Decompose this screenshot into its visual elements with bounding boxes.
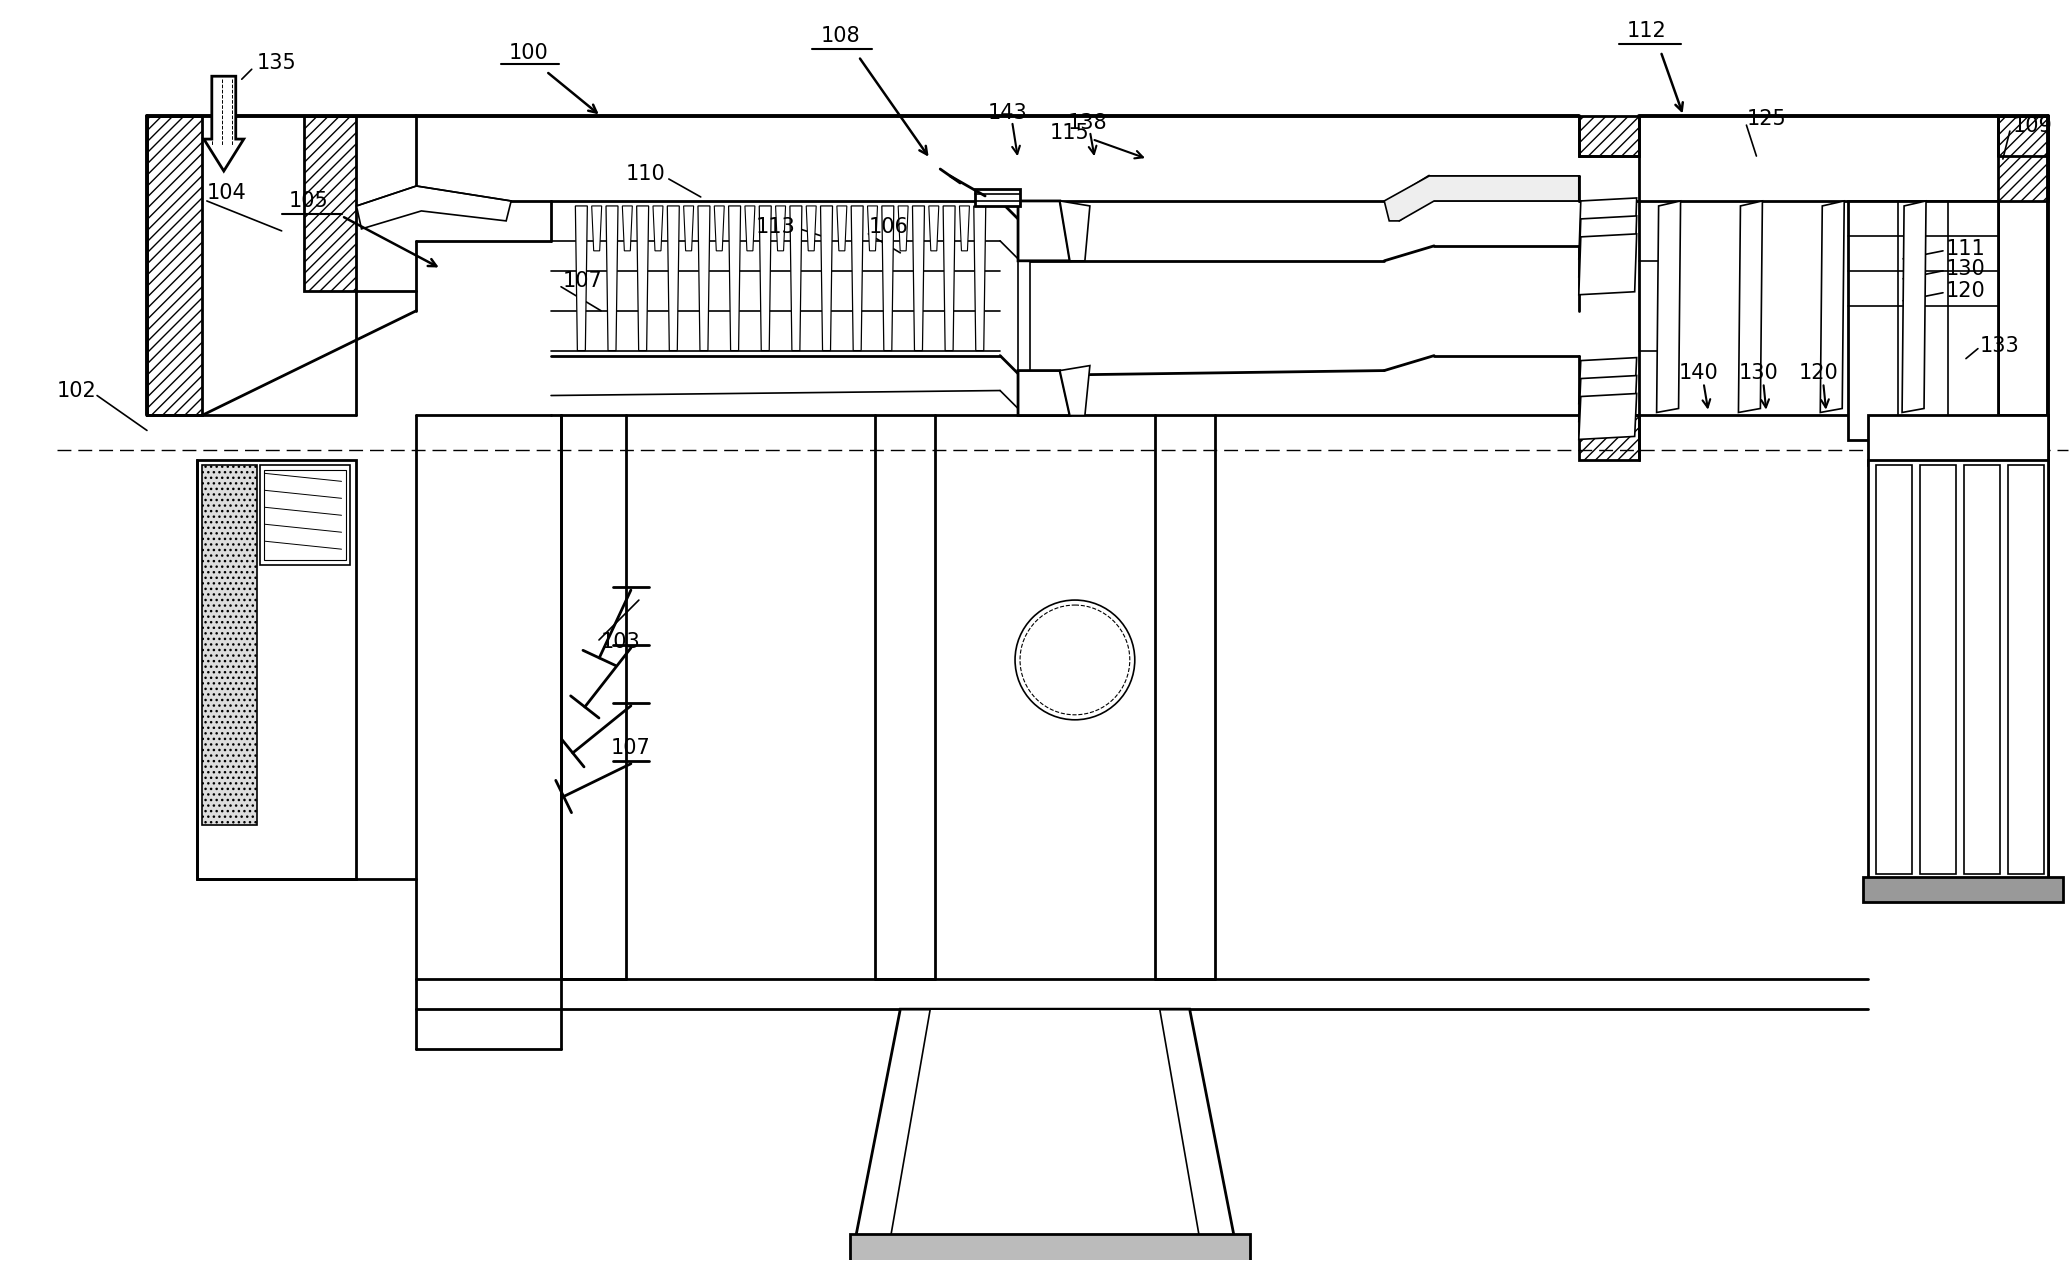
Text: 113: 113 xyxy=(756,217,795,237)
Polygon shape xyxy=(607,206,617,351)
Text: 140: 140 xyxy=(1680,363,1719,382)
Text: 120: 120 xyxy=(1798,363,1839,382)
Text: 102: 102 xyxy=(58,381,97,401)
Polygon shape xyxy=(975,189,1021,206)
Bar xyxy=(1864,878,2063,903)
Polygon shape xyxy=(891,1009,1199,1238)
Text: 130: 130 xyxy=(1738,363,1779,382)
Text: 138: 138 xyxy=(1069,113,1108,134)
Polygon shape xyxy=(775,206,785,251)
Bar xyxy=(201,465,257,825)
Polygon shape xyxy=(855,1009,1234,1238)
Text: 115: 115 xyxy=(1050,124,1089,142)
Polygon shape xyxy=(959,206,969,251)
Text: 125: 125 xyxy=(1746,110,1785,129)
Bar xyxy=(1963,465,2001,874)
Bar xyxy=(1019,219,1029,373)
Polygon shape xyxy=(942,206,955,351)
Polygon shape xyxy=(973,206,986,351)
Text: 108: 108 xyxy=(820,26,859,47)
Polygon shape xyxy=(899,206,909,251)
Polygon shape xyxy=(1657,200,1680,412)
Polygon shape xyxy=(928,206,938,251)
Polygon shape xyxy=(698,206,710,351)
Polygon shape xyxy=(1578,358,1636,404)
Text: 109: 109 xyxy=(2013,116,2052,136)
Polygon shape xyxy=(1383,177,1578,221)
Polygon shape xyxy=(1738,200,1762,412)
Polygon shape xyxy=(1999,116,2048,200)
Bar xyxy=(1876,465,1912,874)
Bar xyxy=(259,465,350,565)
Text: 112: 112 xyxy=(1628,21,1667,42)
Bar xyxy=(851,1233,1249,1261)
Text: 111: 111 xyxy=(1947,238,1986,259)
Text: 120: 120 xyxy=(1947,281,1986,301)
Polygon shape xyxy=(652,206,663,251)
Polygon shape xyxy=(1019,200,1071,261)
Polygon shape xyxy=(1578,116,1638,156)
Bar xyxy=(1868,460,2048,879)
Polygon shape xyxy=(806,206,816,251)
Polygon shape xyxy=(729,206,741,351)
Polygon shape xyxy=(1578,198,1636,259)
Text: 106: 106 xyxy=(868,217,909,237)
Text: 130: 130 xyxy=(1947,259,1986,279)
Bar xyxy=(197,460,356,879)
Polygon shape xyxy=(760,206,770,351)
Polygon shape xyxy=(882,206,895,351)
Polygon shape xyxy=(789,206,801,351)
Text: 110: 110 xyxy=(625,164,665,184)
Polygon shape xyxy=(667,206,679,351)
Text: 103: 103 xyxy=(601,632,640,652)
Polygon shape xyxy=(623,206,632,251)
Polygon shape xyxy=(356,185,512,230)
Polygon shape xyxy=(714,206,725,251)
Text: 100: 100 xyxy=(507,43,549,63)
Polygon shape xyxy=(1578,216,1636,276)
Polygon shape xyxy=(913,206,924,351)
Polygon shape xyxy=(1578,393,1636,439)
Bar xyxy=(2009,465,2044,874)
Text: 143: 143 xyxy=(988,103,1027,124)
FancyArrow shape xyxy=(203,76,244,171)
Text: 105: 105 xyxy=(288,190,329,211)
Text: 107: 107 xyxy=(611,738,650,758)
Text: 133: 133 xyxy=(1980,335,2019,356)
Polygon shape xyxy=(1901,200,1926,412)
Polygon shape xyxy=(837,206,847,251)
Text: 135: 135 xyxy=(257,53,296,73)
Polygon shape xyxy=(820,206,833,351)
Text: 107: 107 xyxy=(563,271,603,291)
Polygon shape xyxy=(1999,415,2048,460)
Bar xyxy=(1920,465,1955,874)
Bar xyxy=(263,470,346,560)
Polygon shape xyxy=(576,206,588,351)
Polygon shape xyxy=(636,206,648,351)
Polygon shape xyxy=(746,206,756,251)
Polygon shape xyxy=(147,116,201,415)
Text: 104: 104 xyxy=(207,183,246,203)
Polygon shape xyxy=(304,116,356,291)
Polygon shape xyxy=(1019,371,1071,415)
Polygon shape xyxy=(1578,233,1636,295)
Bar xyxy=(1868,415,2048,465)
Polygon shape xyxy=(1060,366,1089,415)
Polygon shape xyxy=(592,206,603,251)
Polygon shape xyxy=(1578,376,1636,421)
Polygon shape xyxy=(683,206,694,251)
Polygon shape xyxy=(1578,415,1638,460)
Polygon shape xyxy=(868,206,878,251)
Polygon shape xyxy=(1060,200,1089,261)
Bar xyxy=(1847,200,1999,440)
Polygon shape xyxy=(851,206,864,351)
Polygon shape xyxy=(1820,200,1843,412)
